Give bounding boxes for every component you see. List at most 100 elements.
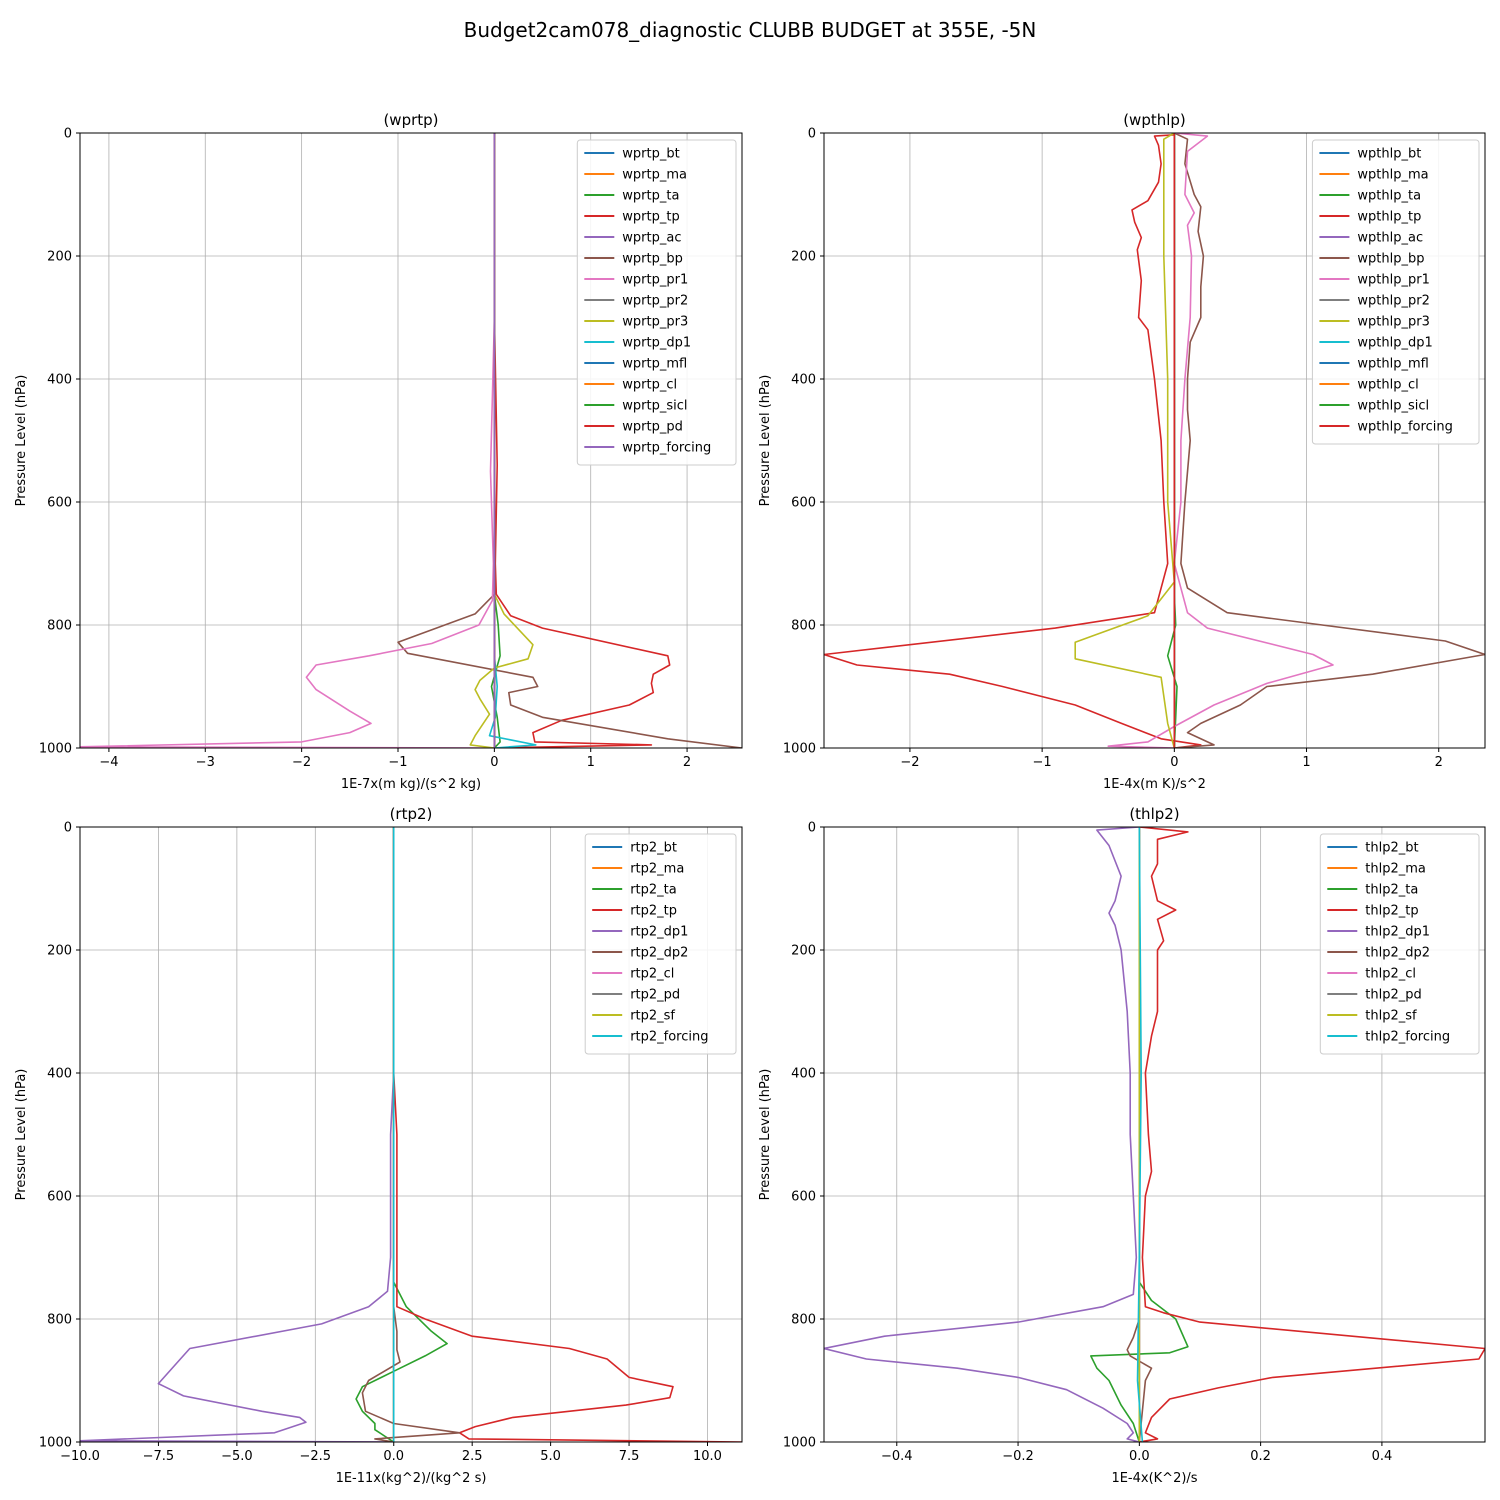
x-tick-label: −1 (1033, 755, 1052, 770)
chart-panel-2: −10.0 −7.5 −5.0 −2.5 0.0 2.5 5.0 7.5 10.0 0 200 400… (14, 805, 743, 1486)
x-axis-label: 1E-7x(m kg)/(s^2 kg) (341, 777, 481, 792)
x-tick-label: 5.0 (540, 1449, 561, 1464)
legend-label: wprtp_forcing (622, 441, 711, 456)
x-tick-label: 2 (683, 755, 691, 770)
x-tick-label: −4 (99, 755, 118, 770)
series-line-wpthlp_tp (824, 134, 1202, 748)
x-tick-label: 2 (1435, 755, 1443, 770)
series-line-wprtp_pr3 (469, 133, 534, 748)
x-tick-label: 0.0 (1129, 1449, 1150, 1464)
x-tick-label: 0.4 (1372, 1449, 1393, 1464)
x-tick-label: −3 (196, 755, 215, 770)
y-tick-label: 0 (808, 821, 816, 836)
legend: wprtp_bt wprtp_ma wprtp_ta wprtp_tp wprtp_ac… (576, 139, 737, 466)
series-group (824, 133, 1485, 748)
legend-label: wprtp_bp (622, 252, 683, 267)
x-tick-label: −0.4 (881, 1449, 913, 1464)
x-axis-label: 1E-4x(m K)/s^2 (1103, 777, 1206, 792)
y-tick-label: 600 (791, 496, 816, 511)
y-tick-label: 200 (47, 944, 72, 959)
figure-title: Budget2cam078_diagnostic CLUBB BUDGET at… (464, 18, 1037, 42)
legend-label: rtp2_dp2 (630, 946, 688, 961)
series-line-rtp2_tp (392, 827, 742, 1442)
y-axis-label: Pressure Level (hPa) (14, 375, 29, 507)
series-group (824, 827, 1485, 1442)
legend-label: wpthlp_ta (1357, 189, 1421, 204)
x-tick-label: 0 (490, 755, 498, 770)
y-tick-label: 0 (64, 127, 72, 142)
legend-label: rtp2_sf (630, 1009, 675, 1024)
series-line-wpthlp_ta (1166, 133, 1178, 748)
series-line-thlp2_forcing (1136, 827, 1144, 1442)
series-line-rtp2_ta (355, 827, 448, 1442)
legend-label: thlp2_dp1 (1365, 925, 1430, 940)
legend-label: wpthlp_forcing (1357, 420, 1452, 435)
legend: wpthlp_bt wpthlp_ma wpthlp_ta wpthlp_tpwpth… (1311, 139, 1480, 445)
y-tick-label: 1000 (39, 1436, 72, 1451)
legend-label: thlp2_ma (1365, 862, 1426, 877)
legend-label: wpthlp_ma (1357, 168, 1428, 183)
y-tick-label: 600 (47, 1190, 72, 1205)
y-tick-label: 1000 (783, 742, 816, 757)
y-axis-label: Pressure Level (hPa) (758, 375, 773, 507)
y-tick-label: 400 (791, 373, 816, 388)
legend-label: wprtp_pr3 (622, 315, 688, 330)
chart-panel-0: −4 −3 −2 −1 0 1 2 0 200 400 600 800 1000 (wprtp) 1E-7x… (14, 111, 743, 792)
legend-label: wpthlp_bp (1357, 252, 1424, 267)
y-tick-label: 800 (47, 1313, 72, 1328)
legend-label: thlp2_cl (1365, 967, 1416, 982)
legend-label: wpthlp_pr2 (1357, 294, 1429, 309)
legend-label: rtp2_bt (630, 841, 677, 856)
legend-label: rtp2_dp1 (630, 925, 688, 940)
legend-label: wpthlp_dp1 (1357, 336, 1432, 351)
x-tick-label: 10.0 (693, 1449, 722, 1464)
series-group (80, 827, 742, 1442)
legend-label: wpthlp_ac (1357, 231, 1423, 246)
y-tick-label: 1000 (783, 1436, 816, 1451)
y-axis-label: Pressure Level (hPa) (758, 1069, 773, 1201)
legend-label: wpthlp_pr1 (1357, 273, 1429, 288)
series-line-wprtp_pr1 (80, 133, 496, 748)
legend-label: wprtp_sicl (622, 399, 687, 414)
chart-panel-1: −2 −1 0 1 2 0 200 400 600 800 1000 (wpthlp) 1E-4x(m … (758, 111, 1486, 792)
x-tick-label: −5.0 (221, 1449, 253, 1464)
x-tick-label: 0.0 (383, 1449, 404, 1464)
legend-label: rtp2_tp (630, 904, 677, 919)
series-group (80, 133, 742, 748)
axes-frame (79, 826, 743, 1443)
legend-label: thlp2_dp2 (1365, 946, 1430, 961)
legend-label: wpthlp_sicl (1357, 399, 1429, 414)
x-tick-label: −2.5 (300, 1449, 332, 1464)
legend: thlp2_bt thlp2_ma thlp2_ta thlp2_tp thlp2_dp… (1319, 833, 1480, 1055)
legend-label: wprtp_bt (622, 147, 679, 162)
y-tick-label: 400 (47, 1067, 72, 1082)
chart-panel-3: −0.4 −0.2 0.0 0.2 0.4 0 200 400 600 800 1000 (thlp2… (758, 805, 1486, 1486)
y-tick-label: 800 (791, 1313, 816, 1328)
y-tick-label: 1000 (39, 742, 72, 757)
legend-label: rtp2_ma (630, 862, 684, 877)
axes-frame (79, 132, 743, 749)
legend-label: wpthlp_mfl (1357, 357, 1428, 372)
series-line-thlp2_dp1 (824, 827, 1140, 1442)
legend-label: wprtp_pd (622, 420, 683, 435)
legend: rtp2_bt rtp2_ma rtp2_ta rtp2_tp rtp2_dp1 rtp2… (584, 833, 737, 1055)
x-tick-label: 7.5 (619, 1449, 640, 1464)
x-tick-label: −1 (388, 755, 407, 770)
legend-box (1319, 833, 1480, 1055)
x-tick-label: −10.0 (60, 1449, 100, 1464)
y-tick-label: 200 (791, 944, 816, 959)
x-tick-label: −0.2 (1002, 1449, 1034, 1464)
y-tick-label: 0 (64, 821, 72, 836)
x-axis-label: 1E-11x(kg^2)/(kg^2 s) (336, 1471, 487, 1486)
series-line-wprtp_ta (490, 133, 501, 748)
legend-label: wprtp_ac (622, 231, 681, 246)
y-axis-label: Pressure Level (hPa) (14, 1069, 29, 1201)
legend-label: wprtp_mfl (622, 357, 687, 372)
x-tick-label: −2 (900, 755, 919, 770)
legend-label: wpthlp_bt (1357, 147, 1421, 162)
legend-label: wpthlp_cl (1357, 378, 1418, 393)
y-tick-label: 200 (47, 250, 72, 265)
legend-label: wprtp_cl (622, 378, 677, 393)
x-tick-label: −7.5 (143, 1449, 175, 1464)
legend-label: rtp2_cl (630, 967, 674, 982)
